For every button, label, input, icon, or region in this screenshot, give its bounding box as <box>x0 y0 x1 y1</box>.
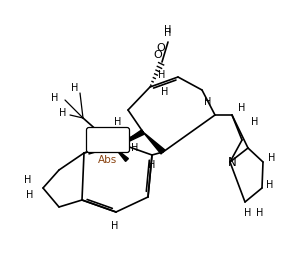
Text: O: O <box>154 50 162 60</box>
Text: H: H <box>251 117 259 127</box>
Text: H: H <box>71 83 79 93</box>
Text: H: H <box>158 70 166 80</box>
Text: H: H <box>266 180 274 190</box>
Text: H: H <box>51 93 59 103</box>
Text: H: H <box>164 25 172 35</box>
Text: H: H <box>256 208 264 218</box>
Polygon shape <box>115 130 144 148</box>
Text: O: O <box>157 43 165 53</box>
Polygon shape <box>115 148 128 161</box>
FancyBboxPatch shape <box>86 128 130 153</box>
Text: H: H <box>111 221 119 231</box>
Text: H: H <box>114 117 122 127</box>
Text: H: H <box>161 87 169 97</box>
Text: H: H <box>204 97 212 107</box>
Text: N: N <box>228 155 236 168</box>
Text: H: H <box>24 175 32 185</box>
Text: Abs: Abs <box>98 155 118 165</box>
Text: H: H <box>238 103 246 113</box>
Text: H: H <box>59 108 67 118</box>
Polygon shape <box>143 132 165 154</box>
Text: H: H <box>26 190 34 200</box>
Text: H: H <box>164 28 172 38</box>
Text: H: H <box>131 143 139 153</box>
Text: H: H <box>268 153 276 163</box>
Text: H: H <box>244 208 252 218</box>
Text: H: H <box>148 160 156 170</box>
